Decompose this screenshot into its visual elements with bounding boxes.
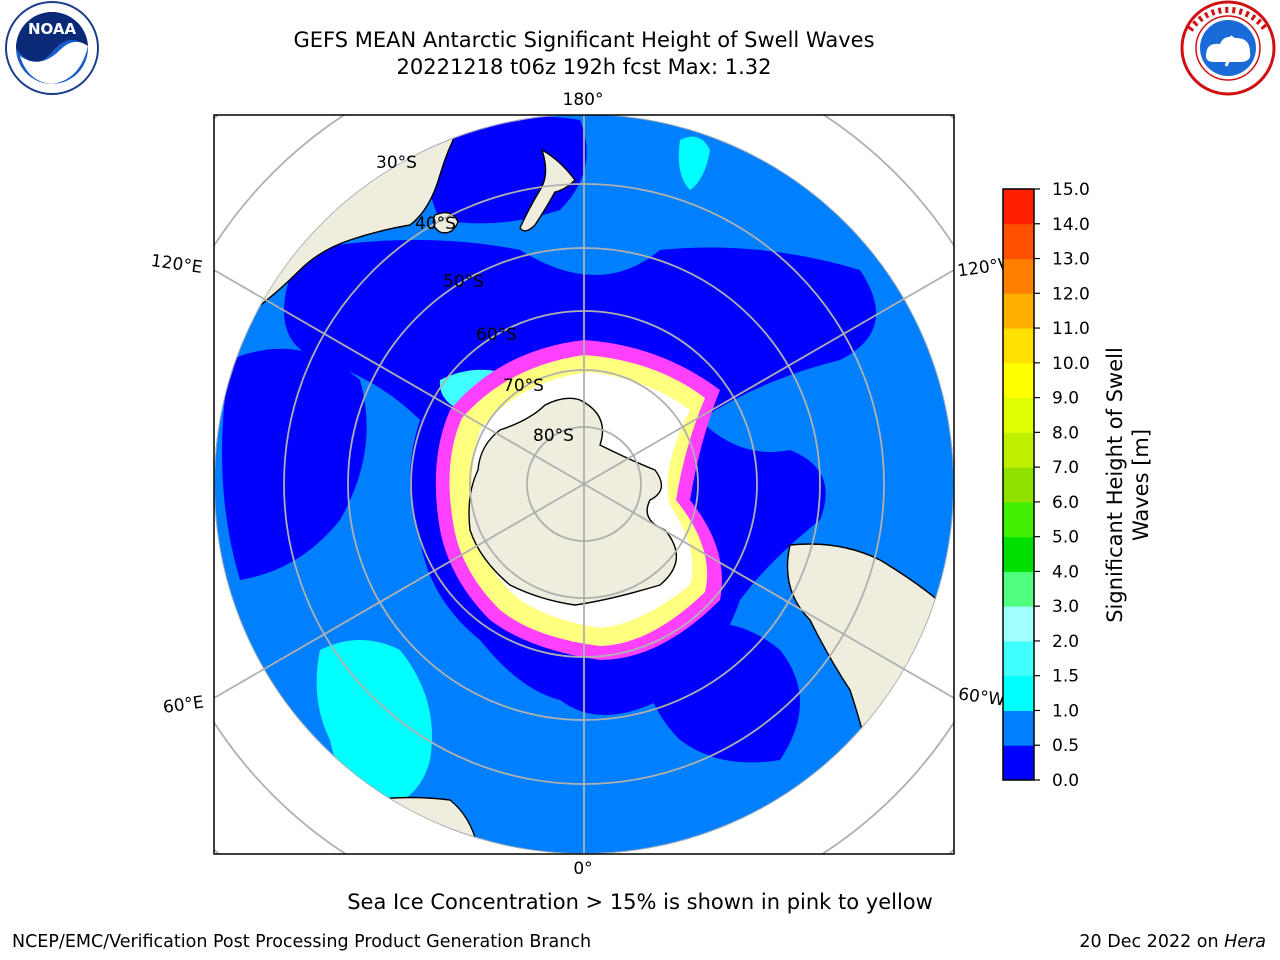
- lat-label-70s: 70°S: [503, 376, 544, 396]
- colorbar-tick-label: 14.0: [1052, 215, 1090, 235]
- lon-label-bottom: 0°: [573, 859, 592, 879]
- colorbar-tick-label: 6.0: [1052, 493, 1079, 513]
- noaa-logo-text: NOAA: [28, 20, 77, 38]
- colorbar-tick-label: 0.0: [1052, 771, 1079, 791]
- colorbar-bin: [1003, 397, 1034, 433]
- lon-label-60w: 60°W: [957, 684, 1006, 710]
- noaa-logo: NOAA: [5, 1, 99, 95]
- colorbar-bin: [1003, 571, 1034, 607]
- colorbar-bin: [1003, 223, 1034, 260]
- lat-label-40s: 40°S: [415, 214, 456, 234]
- colorbar-label-line2: Waves [m]: [1129, 429, 1153, 541]
- swell-low-region-indian: [222, 348, 367, 580]
- sea-ice-note: Sea Ice Concentration > 15% is shown in …: [347, 890, 933, 914]
- colorbar-bin: [1003, 675, 1034, 711]
- colorbar-tick-label: 4.0: [1052, 562, 1079, 582]
- colorbar-bin: [1003, 258, 1034, 294]
- lat-label-30s: 30°S: [376, 153, 417, 173]
- colorbar-bin: [1003, 710, 1034, 746]
- colorbar-tick-label: 0.5: [1052, 736, 1079, 756]
- colorbar-ticks: 0.0 0.5 1.0 1.5 2.0 3.0 4.0 5.0 6.0 7.0 8.0 9.0 10.0…: [1034, 180, 1090, 791]
- colorbar-tick-label: 1.5: [1052, 667, 1079, 687]
- new-zealand-land: [519, 148, 576, 232]
- lon-label-120e: 120°E: [150, 251, 204, 278]
- colorbar-frame: [1002, 188, 1035, 781]
- colorbar-tick-label: 2.0: [1052, 632, 1079, 652]
- colorbar-tick-label: 5.0: [1052, 528, 1079, 548]
- colorbar-bin: [1003, 467, 1034, 503]
- chart-title: GEFS MEAN Antarctic Significant Height o…: [293, 28, 875, 52]
- lat-label-50s: 50°S: [443, 272, 484, 292]
- colorbar-bin: [1003, 328, 1034, 364]
- colorbar-tick-label: 7.0: [1052, 458, 1079, 478]
- colorbar-bin: [1003, 362, 1034, 399]
- colorbar-tick-label: 15.0: [1052, 180, 1090, 200]
- colorbar-bin: [1003, 189, 1034, 225]
- lat-label-60s: 60°S: [476, 325, 517, 345]
- footer-credit: NCEP/EMC/Verification Post Processing Pr…: [12, 932, 592, 952]
- colorbar-bin: [1003, 640, 1034, 677]
- colorbar-bin: [1003, 745, 1034, 781]
- footer-date-text: 20 Dec 2022 on: [1079, 932, 1225, 952]
- colorbar-label-line1: Significant Height of Swell: [1103, 347, 1127, 623]
- footer-date: 20 Dec 2022 on Hera: [1079, 932, 1266, 952]
- colorbar-tick-label: 1.0: [1052, 701, 1079, 721]
- antarctica-land: [468, 397, 678, 606]
- colorbar-bin: [1003, 536, 1034, 572]
- longitude-graticule: [214, 115, 954, 854]
- colorbar-bin: [1003, 293, 1034, 329]
- colorbar-tick-label: 8.0: [1052, 423, 1079, 443]
- colorbar-tick-label: 9.0: [1052, 389, 1079, 409]
- colorbar-tick-label: 3.0: [1052, 597, 1079, 617]
- nws-logo: [1180, 0, 1276, 96]
- swell-mid-region-small: [678, 136, 710, 190]
- chart-subtitle: 20221218 t06z 192h fcst Max: 1.32: [396, 55, 772, 79]
- lon-label-top: 180°: [563, 90, 604, 110]
- colorbar-tick-label: 11.0: [1052, 319, 1090, 339]
- map-frame: [213, 114, 955, 855]
- colorbar-bin: [1003, 606, 1034, 642]
- lat-label-80s: 80°S: [533, 426, 574, 446]
- colorbar-tick-label: 12.0: [1052, 284, 1090, 304]
- colorbar-bin: [1003, 501, 1034, 538]
- colorbar-tick-label: 10.0: [1052, 354, 1090, 374]
- colorbar: [1003, 189, 1034, 781]
- colorbar-bin: [1003, 432, 1034, 468]
- footer-host: Hera: [1224, 932, 1266, 952]
- colorbar-tick-label: 13.0: [1052, 250, 1090, 270]
- lon-label-60e: 60°E: [162, 692, 205, 717]
